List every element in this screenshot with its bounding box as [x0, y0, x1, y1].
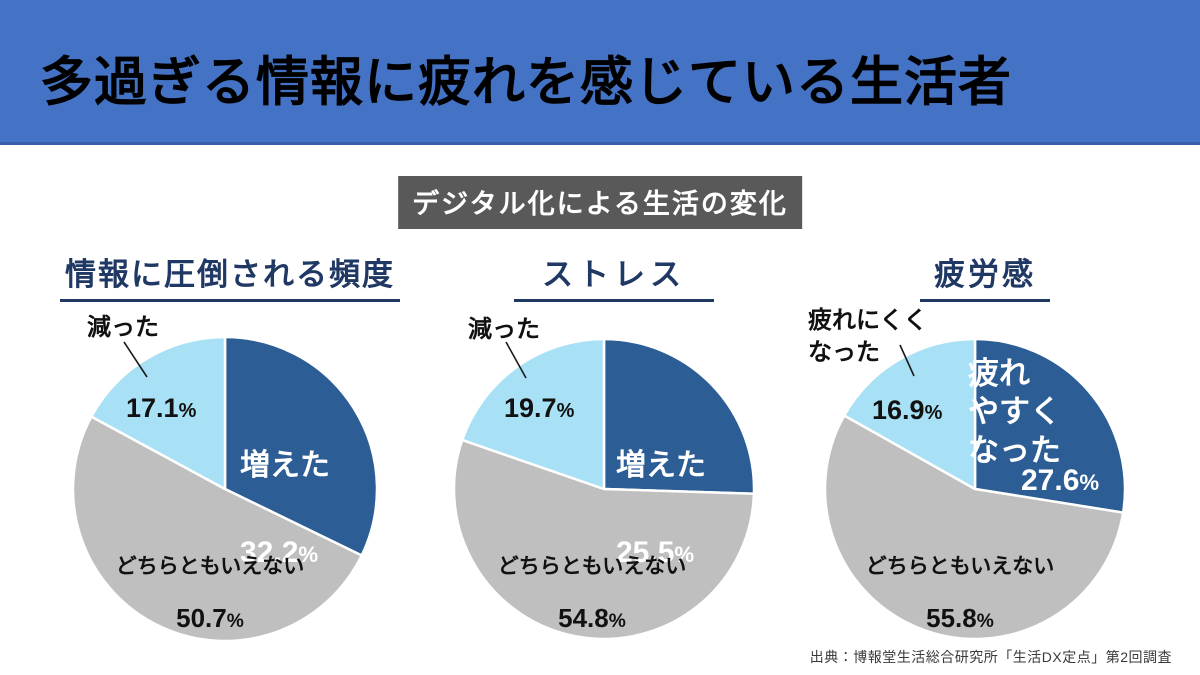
- slice-value-neutral: 55.8%: [926, 603, 994, 633]
- slice-label-increased: 増えた 25.5%: [616, 400, 706, 618]
- subtitle-badge: デジタル化による生活の変化: [398, 176, 802, 229]
- chart-title: ストレス: [514, 249, 714, 302]
- slice-value-increased: 32.2%: [240, 535, 319, 569]
- pie-graphic: [71, 335, 379, 643]
- pie-slice: [842, 337, 977, 491]
- pie-slice: [90, 335, 227, 491]
- slice-value-increased: 25.5%: [616, 535, 695, 569]
- slice-value-decreased: 19.7%: [504, 393, 575, 423]
- leader-line: [505, 341, 527, 379]
- slice-value-neutral: 54.8%: [558, 603, 626, 633]
- leader-line: [123, 341, 148, 378]
- chart-title: 疲労感: [920, 249, 1050, 302]
- slice-label-decreased: 減った: [468, 316, 540, 343]
- pie-chart-fatigue: 疲労感 疲れにくく なった 16.9% 疲れ やすく なった 27.6% どちら…: [795, 245, 1175, 675]
- slice-label-less-tired: 疲れにくく なった: [808, 307, 928, 367]
- chart-title-row: ストレス: [424, 249, 804, 302]
- pie-graphic: [452, 337, 756, 641]
- slice-label-increased: 増えた 32.2%: [240, 400, 330, 618]
- slice-label-neutral: どちらともいえない 50.7%: [90, 532, 330, 652]
- slice-value-decreased: 17.1%: [126, 393, 197, 423]
- pie-slice: [71, 415, 363, 643]
- source-citation: 出典：博報堂生活総合研究所「生活DX定点」第2回調査: [809, 649, 1172, 665]
- chart-title-row: 情報に圧倒される頻度: [40, 249, 420, 302]
- chart-title-row: 疲労感: [795, 249, 1175, 302]
- slice-label-neutral: どちらともいえない 55.8%: [840, 532, 1080, 652]
- page-title: 多過ぎる情報に疲れを感じている生活者: [40, 53, 1012, 112]
- pie-slice: [223, 335, 379, 557]
- header-banner: 多過ぎる情報に疲れを感じている生活者: [0, 0, 1200, 145]
- slice-value-neutral: 50.7%: [176, 603, 244, 633]
- slice-label-neutral: どちらともいえない 54.8%: [472, 532, 712, 652]
- slice-value-more-tired: 27.6%: [1021, 464, 1100, 497]
- pie-slice: [973, 337, 1127, 514]
- pie-graphic: [823, 337, 1127, 641]
- slice-label-decreased: 減った: [87, 314, 159, 341]
- pie-chart-information-overload: 情報に圧倒される頻度 減った 17.1% 増えた 32.2% どちらともいえない…: [40, 245, 420, 675]
- leader-line: [899, 344, 915, 377]
- chart-title: 情報に圧倒される頻度: [60, 249, 400, 302]
- pie-slice: [823, 414, 1125, 641]
- slice-label-more-tired: 疲れ やすく なった: [968, 356, 1061, 468]
- slice-value-less-tired: 16.9%: [872, 395, 943, 425]
- pie-chart-stress: ストレス 減った 19.7% 増えた 25.5% どちらともいえない 54.8%: [424, 245, 804, 675]
- pie-slice: [602, 337, 756, 495]
- pie-slice: [452, 438, 756, 641]
- pie-slice: [460, 337, 606, 491]
